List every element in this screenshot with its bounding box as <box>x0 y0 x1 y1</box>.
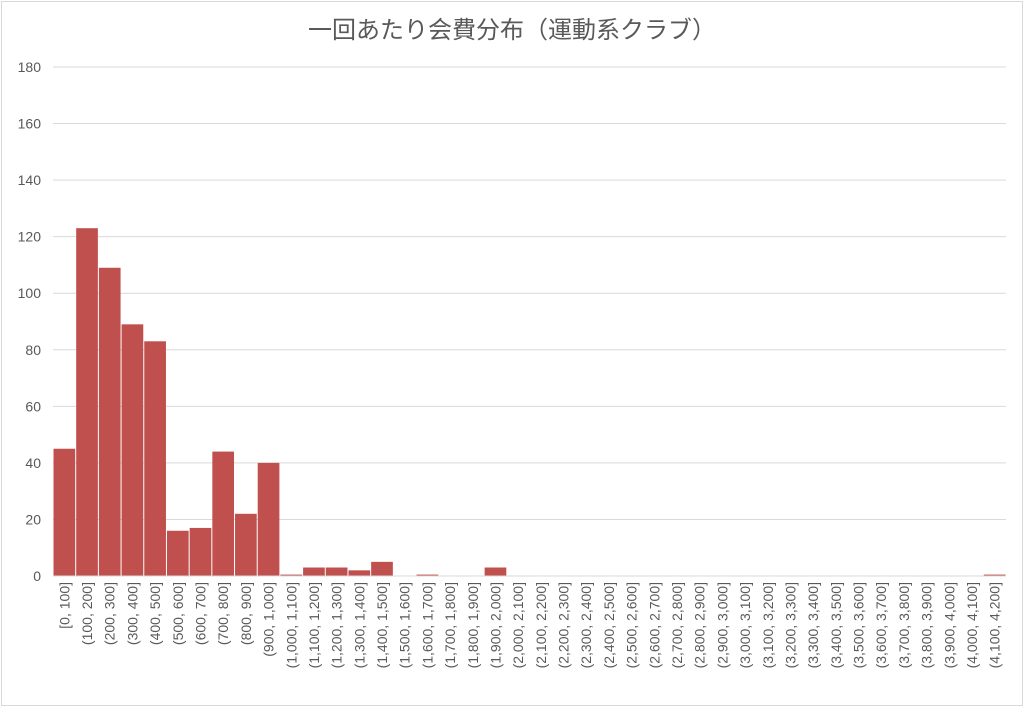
bar <box>280 574 303 576</box>
x-tick-label: (2,000, 2,100] <box>510 582 526 668</box>
x-tick-label: (2,600, 2,700] <box>646 582 662 668</box>
x-tick-label: (1,400, 1,500] <box>374 582 390 668</box>
x-tick-label: (1,500, 1,600] <box>397 582 413 668</box>
x-tick-label: (3,300, 3,400] <box>805 582 821 668</box>
x-tick-label: (3,800, 3,900] <box>919 582 935 668</box>
x-tick-label: (2,400, 2,500] <box>601 582 617 668</box>
x-tick-label: (1,200, 1,300] <box>329 582 345 668</box>
x-tick-label: (2,200, 2,300] <box>556 582 572 668</box>
x-tick-label: (4,000, 4,100] <box>964 582 980 668</box>
x-tick-label: (900, 1,000] <box>261 582 277 657</box>
x-tick-label: (3,200, 3,300] <box>782 582 798 668</box>
bar <box>371 561 393 576</box>
x-axis-labels: [0, 100] (100, 200] (200, 300] (300, 400] (4… <box>56 582 1002 668</box>
x-tick-label: (4,100, 4,200] <box>987 582 1003 668</box>
x-tick-label: (500, 600] <box>170 582 186 645</box>
bar <box>235 513 257 576</box>
bar <box>76 228 98 576</box>
x-tick-label: (700, 800] <box>215 582 231 645</box>
y-axis-ticks: 0 20 40 60 80 100 120 140 160 180 <box>18 59 42 584</box>
x-tick-label: (3,000, 3,100] <box>737 582 753 668</box>
y-tick-label: 60 <box>25 398 41 414</box>
x-tick-label: (1,900, 2,000] <box>487 582 503 668</box>
x-tick-label: (2,300, 2,400] <box>578 582 594 668</box>
x-tick-label: (3,600, 3,700] <box>873 582 889 668</box>
bars <box>53 228 1006 576</box>
bar <box>416 574 439 576</box>
x-tick-label: (1,100, 1,200] <box>306 582 322 668</box>
x-tick-label: (200, 300] <box>102 582 118 645</box>
y-tick-label: 160 <box>18 116 42 132</box>
x-tick-label: (300, 400] <box>124 582 140 645</box>
x-tick-label: (2,500, 2,600] <box>624 582 640 668</box>
bar <box>53 448 76 576</box>
x-tick-label: (100, 200] <box>79 582 95 645</box>
bar <box>189 527 212 576</box>
x-tick-label: (3,400, 3,500] <box>828 582 844 668</box>
y-tick-label: 120 <box>18 229 42 245</box>
y-tick-label: 0 <box>33 568 41 584</box>
y-tick-label: 20 <box>25 511 41 527</box>
x-tick-label: (1,000, 1,100] <box>283 582 299 668</box>
x-tick-label: (800, 900] <box>238 582 254 645</box>
x-tick-label: (1,700, 1,800] <box>442 582 458 668</box>
x-tick-label: (2,100, 2,200] <box>533 582 549 668</box>
x-tick-label: [0, 100] <box>56 582 72 629</box>
x-tick-label: (400, 500] <box>147 582 163 645</box>
y-tick-label: 140 <box>18 172 42 188</box>
y-tick-label: 180 <box>18 59 42 75</box>
chart-title: 一回あたり会費分布（運動系クラブ） <box>308 16 716 44</box>
x-tick-label: (3,500, 3,600] <box>851 582 867 668</box>
bar <box>121 324 144 576</box>
y-tick-label: 100 <box>18 285 42 301</box>
x-tick-label: (1,300, 1,400] <box>351 582 367 668</box>
bar <box>983 574 1006 576</box>
x-tick-label: (1,600, 1,700] <box>419 582 435 668</box>
x-tick-label: (1,800, 1,900] <box>465 582 481 668</box>
x-tick-label: (3,700, 3,800] <box>896 582 912 668</box>
y-tick-label: 80 <box>25 342 41 358</box>
bar <box>484 567 507 576</box>
bar <box>325 567 348 576</box>
gridlines <box>53 66 1006 520</box>
y-tick-label: 40 <box>25 455 41 471</box>
bar <box>98 267 121 576</box>
x-tick-label: (2,800, 2,900] <box>692 582 708 668</box>
x-tick-label: (600, 700] <box>192 582 208 645</box>
bar <box>212 451 235 576</box>
x-tick-label: (3,900, 4,000] <box>941 582 957 668</box>
x-tick-label: (2,900, 3,000] <box>714 582 730 668</box>
x-tick-label: (3,100, 3,200] <box>760 582 776 668</box>
x-tick-label: (2,700, 2,800] <box>669 582 685 668</box>
bar <box>144 341 166 576</box>
bar <box>166 530 189 576</box>
bar <box>303 567 325 576</box>
bar <box>348 570 371 576</box>
bar <box>257 462 280 576</box>
